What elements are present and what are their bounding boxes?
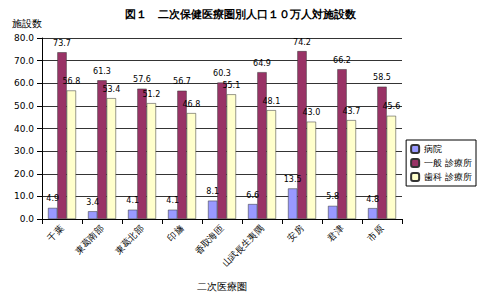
svg-text:5.8: 5.8: [326, 192, 339, 201]
svg-text:4.1: 4.1: [166, 196, 179, 205]
svg-text:安房: 安房: [286, 223, 306, 243]
svg-text:8.1: 8.1: [206, 187, 219, 196]
svg-text:図１ 二次保健医療圏別人口１０万人対施設数: 図１ 二次保健医療圏別人口１０万人対施設数: [125, 8, 357, 21]
svg-text:二次医療圏: 二次医療圏: [197, 281, 247, 292]
svg-text:51.2: 51.2: [142, 90, 160, 99]
svg-text:43.0: 43.0: [302, 108, 320, 117]
svg-text:55.1: 55.1: [222, 81, 240, 90]
svg-text:64.9: 64.9: [253, 59, 271, 68]
svg-text:6.6: 6.6: [246, 191, 259, 200]
svg-text:4.8: 4.8: [366, 195, 379, 204]
svg-text:4.1: 4.1: [126, 196, 139, 205]
svg-text:61.3: 61.3: [93, 67, 111, 76]
svg-text:20.0: 20.0: [14, 169, 34, 179]
svg-text:歯科 診療所: 歯科 診療所: [424, 172, 472, 182]
svg-text:43.7: 43.7: [342, 107, 360, 116]
svg-text:山武長生夷隅: 山武長生夷隅: [220, 223, 265, 268]
svg-text:56.8: 56.8: [62, 77, 80, 86]
svg-text:0.0: 0.0: [20, 214, 35, 224]
svg-text:56.7: 56.7: [173, 77, 191, 86]
svg-text:48.1: 48.1: [262, 97, 280, 106]
svg-text:東葛北部: 東葛北部: [113, 223, 146, 256]
svg-text:30.0: 30.0: [14, 146, 34, 156]
svg-text:印旛: 印旛: [166, 223, 186, 243]
svg-text:74.2: 74.2: [293, 38, 311, 47]
svg-text:50.0: 50.0: [14, 101, 34, 111]
svg-text:40.0: 40.0: [14, 124, 34, 134]
svg-text:46.8: 46.8: [182, 100, 200, 109]
svg-text:市原: 市原: [366, 223, 386, 243]
svg-text:57.6: 57.6: [133, 75, 151, 84]
svg-text:千葉: 千葉: [46, 223, 66, 243]
svg-text:10.0: 10.0: [14, 191, 34, 201]
svg-text:病院: 病院: [424, 144, 442, 154]
svg-text:60.0: 60.0: [14, 78, 34, 88]
svg-text:君津: 君津: [326, 223, 346, 243]
svg-text:58.5: 58.5: [373, 73, 391, 82]
svg-text:4.9: 4.9: [46, 194, 59, 203]
svg-text:東葛南部: 東葛南部: [73, 223, 106, 256]
svg-text:13.5: 13.5: [284, 175, 302, 184]
svg-text:53.4: 53.4: [102, 85, 120, 94]
svg-text:66.2: 66.2: [333, 56, 351, 65]
svg-text:70.0: 70.0: [14, 56, 34, 66]
svg-text:73.7: 73.7: [53, 39, 71, 48]
svg-text:一般 診療所: 一般 診療所: [424, 158, 472, 168]
svg-text:施設数: 施設数: [12, 18, 42, 29]
svg-text:45.6: 45.6: [382, 102, 400, 111]
svg-text:60.3: 60.3: [213, 69, 231, 78]
svg-text:3.4: 3.4: [86, 198, 99, 207]
svg-text:80.0: 80.0: [14, 33, 34, 43]
svg-text:香取海匝: 香取海匝: [193, 223, 226, 256]
